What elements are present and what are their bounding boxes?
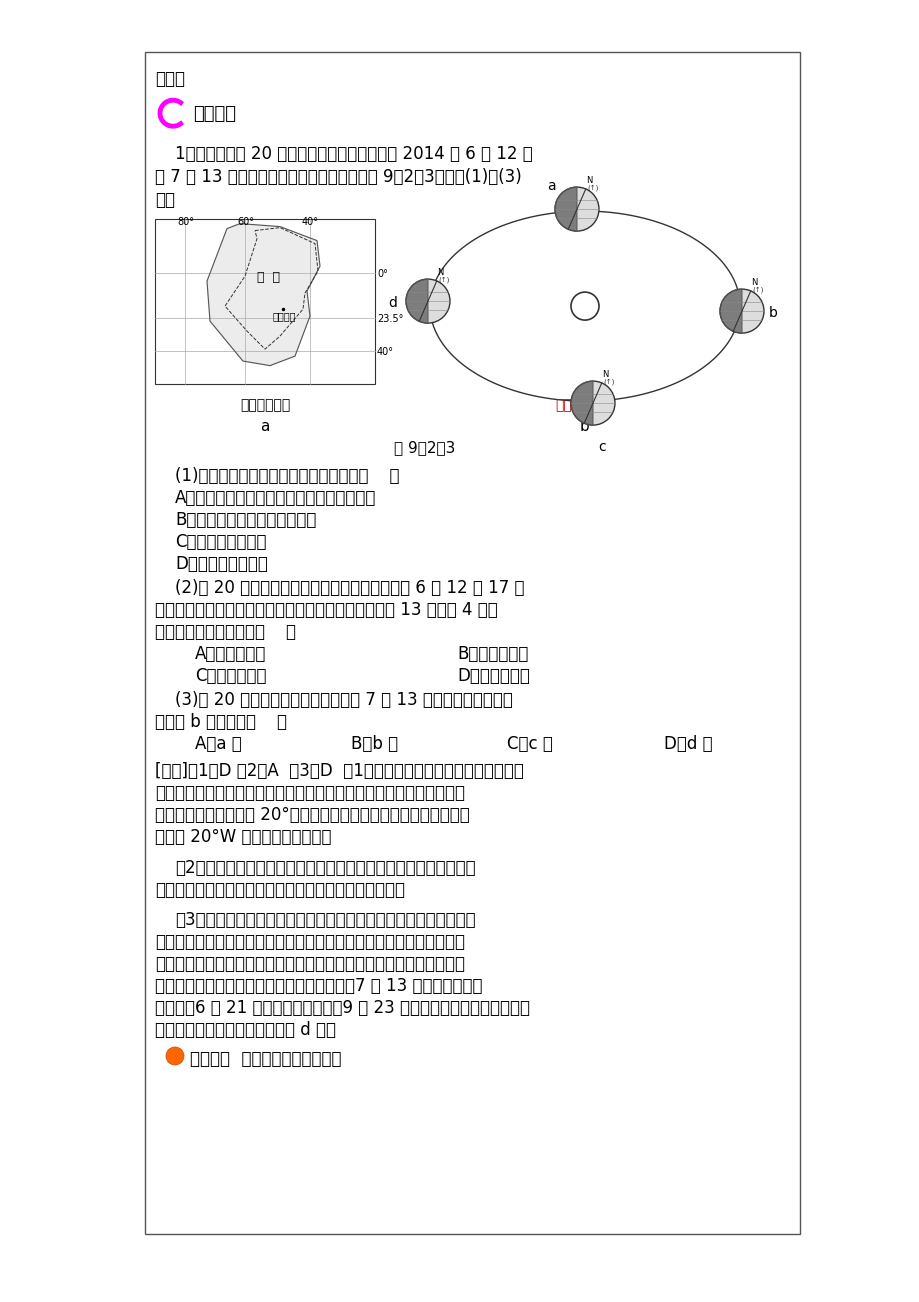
Polygon shape	[207, 224, 320, 366]
Text: 夏至日（6 月 21 日前后）到秋分日（9 月 23 日前后）之间。因此世界杯足: 夏至日（6 月 21 日前后）到秋分日（9 月 23 日前后）之间。因此世界杯足	[154, 1000, 529, 1017]
Text: (3)第 20 届世界杯足球赛于当地时间 7 月 13 日结束，此时地球运: (3)第 20 届世界杯足球赛于当地时间 7 月 13 日结束，此时地球运	[175, 691, 512, 710]
Text: (↑): (↑)	[587, 184, 598, 190]
Circle shape	[720, 289, 763, 333]
Text: D．d 段: D．d 段	[663, 736, 711, 754]
Text: (↑): (↑)	[603, 378, 615, 384]
Text: 后，是秋分；上方节气在冬至以后，是春分。7 月 13 日这段时间介于: 后，是秋分；上方节气在冬至以后，是春分。7 月 13 日这段时间介于	[154, 978, 482, 996]
Text: A．a 段: A．a 段	[195, 736, 242, 754]
Circle shape	[571, 292, 598, 320]
Text: 至；地球公转到右侧时，太阳直射南回归线，此时是冬至；当地球公转: 至；地球公转到右侧时，太阳直射南回归线，此时是冬至；当地球公转	[154, 934, 464, 952]
Text: b: b	[768, 306, 777, 320]
Text: a: a	[547, 180, 555, 193]
Text: (1)有关巴西地理位置的叙述，正确的是（    ）: (1)有关巴西地理位置的叙述，正确的是（ ）	[175, 467, 399, 486]
Text: D．巴西位于西半球: D．巴西位于西半球	[175, 555, 267, 573]
Text: （3）据图可知，地球公转到左侧时，太阳直射北回归线，此时是夏: （3）据图可知，地球公转到左侧时，太阳直射北回归线，此时是夏	[175, 911, 475, 930]
Text: 地球公转示意图: 地球公转示意图	[555, 398, 614, 413]
Text: b: b	[580, 419, 589, 434]
Wedge shape	[405, 279, 427, 323]
Text: 开始，而我们通过电视观看现场直播的时间是北京时间 13 日凌晨 4 时，: 开始，而我们通过电视观看现场直播的时间是北京时间 13 日凌晨 4 时，	[154, 602, 497, 620]
Circle shape	[554, 187, 598, 230]
Text: 巴  西: 巴 西	[256, 271, 279, 284]
Text: A．地球的自转: A．地球的自转	[195, 646, 267, 663]
FancyBboxPatch shape	[145, 52, 800, 1234]
Text: 位于赤道和南回归线之间，属于热带。大部分地区位于赤道以南，属于: 位于赤道和南回归线之间，属于热带。大部分地区位于赤道以南，属于	[154, 784, 464, 802]
Text: D．气候的差异: D．气候的差异	[457, 667, 529, 685]
Text: B．巴西大部分地区位于北半球: B．巴西大部分地区位于北半球	[175, 510, 316, 529]
Text: 0°: 0°	[377, 270, 388, 279]
Text: 球赛结束时，地球正公转至图中 d 段。: 球赛结束时，地球正公转至图中 d 段。	[154, 1021, 335, 1039]
Text: c: c	[597, 440, 605, 454]
Bar	[154, 219, 375, 384]
Wedge shape	[571, 381, 593, 424]
Text: 到上下时，太阳直射赤道，结合地球公转方向，可知下方节气在夏至以: 到上下时，太阳直射赤道，结合地球公转方向，可知下方节气在夏至以	[154, 956, 464, 974]
Text: 23.5°: 23.5°	[377, 314, 403, 324]
Text: 80°: 80°	[176, 216, 194, 227]
Text: 探究点二  巴西工业和城市的分布: 探究点二 巴西工业和城市的分布	[190, 1049, 341, 1068]
Circle shape	[165, 1047, 184, 1065]
Text: a: a	[260, 419, 269, 434]
Text: (↑): (↑)	[438, 276, 449, 283]
Text: 行在图 b 中所示的（    ）: 行在图 b 中所示的（ ）	[154, 713, 287, 732]
Circle shape	[571, 381, 614, 424]
Text: 拓展应用: 拓展应用	[193, 105, 236, 124]
Text: 40°: 40°	[301, 216, 319, 227]
Text: N: N	[601, 370, 607, 379]
Text: [解析]（1）D （2）A  （3）D  （1）根据经纬网可知，巴西大部分地区: [解析]（1）D （2）A （3）D （1）根据经纬网可知，巴西大部分地区	[154, 762, 523, 780]
Text: (↑): (↑)	[752, 286, 764, 293]
Circle shape	[405, 279, 449, 323]
Text: 造成这种差异的原因是（    ）: 造成这种差异的原因是（ ）	[154, 624, 296, 641]
Text: 南半球。相邻经线相差 20°，巴西经度向西增加，属于西经，得出巴: 南半球。相邻经线相差 20°，巴西经度向西增加，属于西经，得出巴	[154, 806, 470, 824]
Wedge shape	[720, 289, 742, 333]
Text: d: d	[388, 296, 396, 310]
Text: B．b 段: B．b 段	[351, 736, 398, 754]
Text: （2）由于地球的自转导致东边的地点时间早，西边的地点时间晚。: （2）由于地球的自转导致东边的地点时间早，西边的地点时间晚。	[175, 858, 475, 876]
Text: C．c 段: C．c 段	[507, 736, 552, 754]
Text: N: N	[437, 268, 443, 277]
Text: 60°: 60°	[237, 216, 254, 227]
Text: N: N	[750, 277, 756, 286]
Text: A．巴西大部分地区位于地球五带中的南温带: A．巴西大部分地区位于地球五带中的南温带	[175, 490, 376, 506]
Text: 题。: 题。	[154, 191, 175, 210]
Text: 南美洲示意图: 南美洲示意图	[240, 398, 289, 413]
Text: 巴西利亚: 巴西利亚	[273, 311, 296, 322]
Text: 1．临沂中考第 20 届世界杯足球赛于当地时间 2014 年 6 月 12 日: 1．临沂中考第 20 届世界杯足球赛于当地时间 2014 年 6 月 12 日	[175, 145, 532, 163]
Text: C．巴西位于东半球: C．巴西位于东半球	[175, 533, 267, 551]
Text: 国家。: 国家。	[154, 70, 185, 89]
Text: B．地球的公转: B．地球的公转	[457, 646, 528, 663]
Text: (2)第 20 届世界杯足球赛揭幕战于巴西当地时间 6 月 12 日 17 时: (2)第 20 届世界杯足球赛揭幕战于巴西当地时间 6 月 12 日 17 时	[175, 579, 524, 598]
Text: C．四季的变化: C．四季的变化	[195, 667, 267, 685]
Wedge shape	[554, 187, 576, 230]
Text: 40°: 40°	[377, 348, 393, 357]
Text: N: N	[585, 176, 592, 185]
Text: 图 9－2－3: 图 9－2－3	[394, 440, 455, 456]
Text: 北京比巴西位置靠东，导致北京时间比巴西当地时间早。: 北京比巴西位置靠东，导致北京时间比巴西当地时间早。	[154, 880, 404, 898]
Text: 至 7 月 13 日在南美洲国家巴西举行。结合图 9－2－3，完成(1)～(3): 至 7 月 13 日在南美洲国家巴西举行。结合图 9－2－3，完成(1)～(3)	[154, 168, 521, 186]
Text: 西位于 20°W 以西，属于西半球。: 西位于 20°W 以西，属于西半球。	[154, 828, 331, 846]
Text: Q: Q	[171, 1051, 179, 1061]
